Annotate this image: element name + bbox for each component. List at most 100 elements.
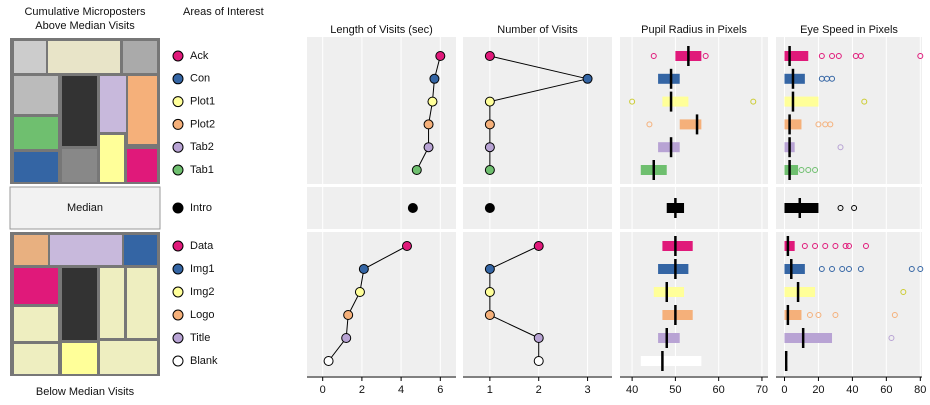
x-tick-label: 3 xyxy=(585,384,591,396)
box xyxy=(654,287,684,297)
box xyxy=(784,333,832,343)
dot xyxy=(485,288,494,297)
panel-bg xyxy=(776,232,922,376)
dot xyxy=(408,204,417,213)
thumb xyxy=(14,117,58,149)
thumb xyxy=(14,268,58,304)
dot xyxy=(485,204,494,213)
dot xyxy=(534,357,543,366)
box xyxy=(658,142,680,152)
dot xyxy=(436,52,445,61)
aoi-label: Plot1 xyxy=(190,96,215,108)
dot xyxy=(485,143,494,152)
thumb xyxy=(62,149,97,182)
aoi-label: Plot2 xyxy=(190,118,215,130)
dot xyxy=(412,166,421,175)
panel-title: Eye Speed in Pixels xyxy=(800,24,898,36)
thumb xyxy=(14,307,58,341)
thumb xyxy=(100,135,124,182)
thumb xyxy=(48,41,120,73)
thumb xyxy=(14,344,58,374)
aoi-label: Ack xyxy=(190,50,209,62)
x-tick-label: 2 xyxy=(536,384,542,396)
x-tick-label: 6 xyxy=(437,384,443,396)
box xyxy=(658,264,688,274)
panel-title: Length of Visits (sec) xyxy=(330,24,433,36)
x-tick-label: 20 xyxy=(812,384,824,396)
box xyxy=(784,264,804,274)
aoi-label: Blank xyxy=(190,355,218,367)
panel-bg xyxy=(307,232,456,376)
panel-bg xyxy=(307,37,456,184)
box xyxy=(784,74,804,84)
aoi-swatch xyxy=(173,165,183,175)
x-tick-label: 60 xyxy=(713,384,725,396)
x-tick-label: 70 xyxy=(756,384,768,396)
dot xyxy=(485,120,494,129)
aoi-swatch xyxy=(173,119,183,129)
panel-bg xyxy=(307,187,456,229)
dot xyxy=(359,265,368,274)
panel-bg xyxy=(620,187,768,229)
aoi-label: Img2 xyxy=(190,286,214,298)
aoi-label: Con xyxy=(190,73,210,85)
dot xyxy=(428,97,437,106)
aoi-swatch xyxy=(173,74,183,84)
left-title: Cumulative Microposters xyxy=(24,6,146,18)
x-tick-label: 4 xyxy=(398,384,404,396)
dot xyxy=(430,74,439,83)
panel-title: Pupil Radius in Pixels xyxy=(641,24,747,36)
dot xyxy=(583,74,592,83)
aoi-label: Data xyxy=(190,240,214,252)
box xyxy=(784,119,801,129)
aoi-swatch xyxy=(173,97,183,107)
aoi-label: Tab2 xyxy=(190,141,214,153)
aoi-swatch xyxy=(173,264,183,274)
left-title: Above Median Visits xyxy=(35,20,135,32)
x-tick-label: 0 xyxy=(320,384,326,396)
aoi-label: Logo xyxy=(190,309,214,321)
dot xyxy=(344,311,353,320)
panel-bg xyxy=(620,232,768,376)
thumb xyxy=(128,76,157,144)
box xyxy=(784,51,808,61)
aoi-swatch xyxy=(173,333,183,343)
dot xyxy=(342,334,351,343)
box xyxy=(658,333,680,343)
thumb xyxy=(100,76,126,132)
dot xyxy=(485,97,494,106)
thumb xyxy=(124,235,157,265)
box xyxy=(662,310,692,320)
x-tick-label: 60 xyxy=(880,384,892,396)
aoi-swatch xyxy=(173,310,183,320)
box xyxy=(641,356,702,366)
thumb xyxy=(100,268,124,338)
dot xyxy=(485,52,494,61)
box xyxy=(784,241,794,251)
aoi-label: Title xyxy=(190,332,210,344)
box xyxy=(784,97,818,107)
aoi-swatch xyxy=(173,203,183,213)
aoi-label: Img1 xyxy=(190,263,214,275)
x-tick-label: 1 xyxy=(487,384,493,396)
box xyxy=(658,74,680,84)
x-tick-label: 80 xyxy=(914,384,926,396)
dot xyxy=(534,334,543,343)
median-label: Median xyxy=(67,202,103,214)
box xyxy=(784,165,798,175)
aoi-swatch xyxy=(173,142,183,152)
panel-bg xyxy=(463,232,612,376)
aoi-swatch xyxy=(173,51,183,61)
x-tick-label: 40 xyxy=(626,384,638,396)
thumb xyxy=(50,235,122,265)
panel-bg xyxy=(463,37,612,184)
thumb xyxy=(14,41,46,73)
aoi-swatch xyxy=(173,241,183,251)
panel-title: Number of Visits xyxy=(497,24,578,36)
thumb xyxy=(14,152,58,182)
thumb xyxy=(62,343,97,374)
thumb xyxy=(14,76,58,114)
thumb xyxy=(62,76,97,146)
left-footer: Below Median Visits xyxy=(36,386,135,398)
thumb xyxy=(127,149,157,182)
